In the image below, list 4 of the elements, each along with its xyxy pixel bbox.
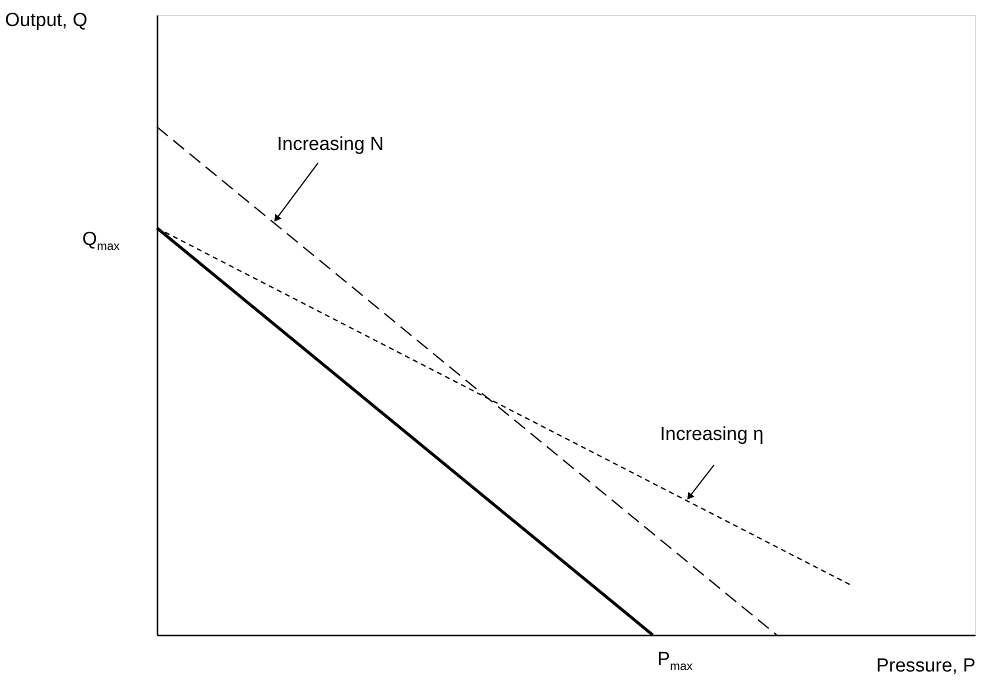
x-axis-title: Pressure, P [876,656,976,676]
annotation: Increasing N [277,134,384,155]
annotation: Increasing η [660,424,764,445]
text: Output, Q [5,10,88,31]
